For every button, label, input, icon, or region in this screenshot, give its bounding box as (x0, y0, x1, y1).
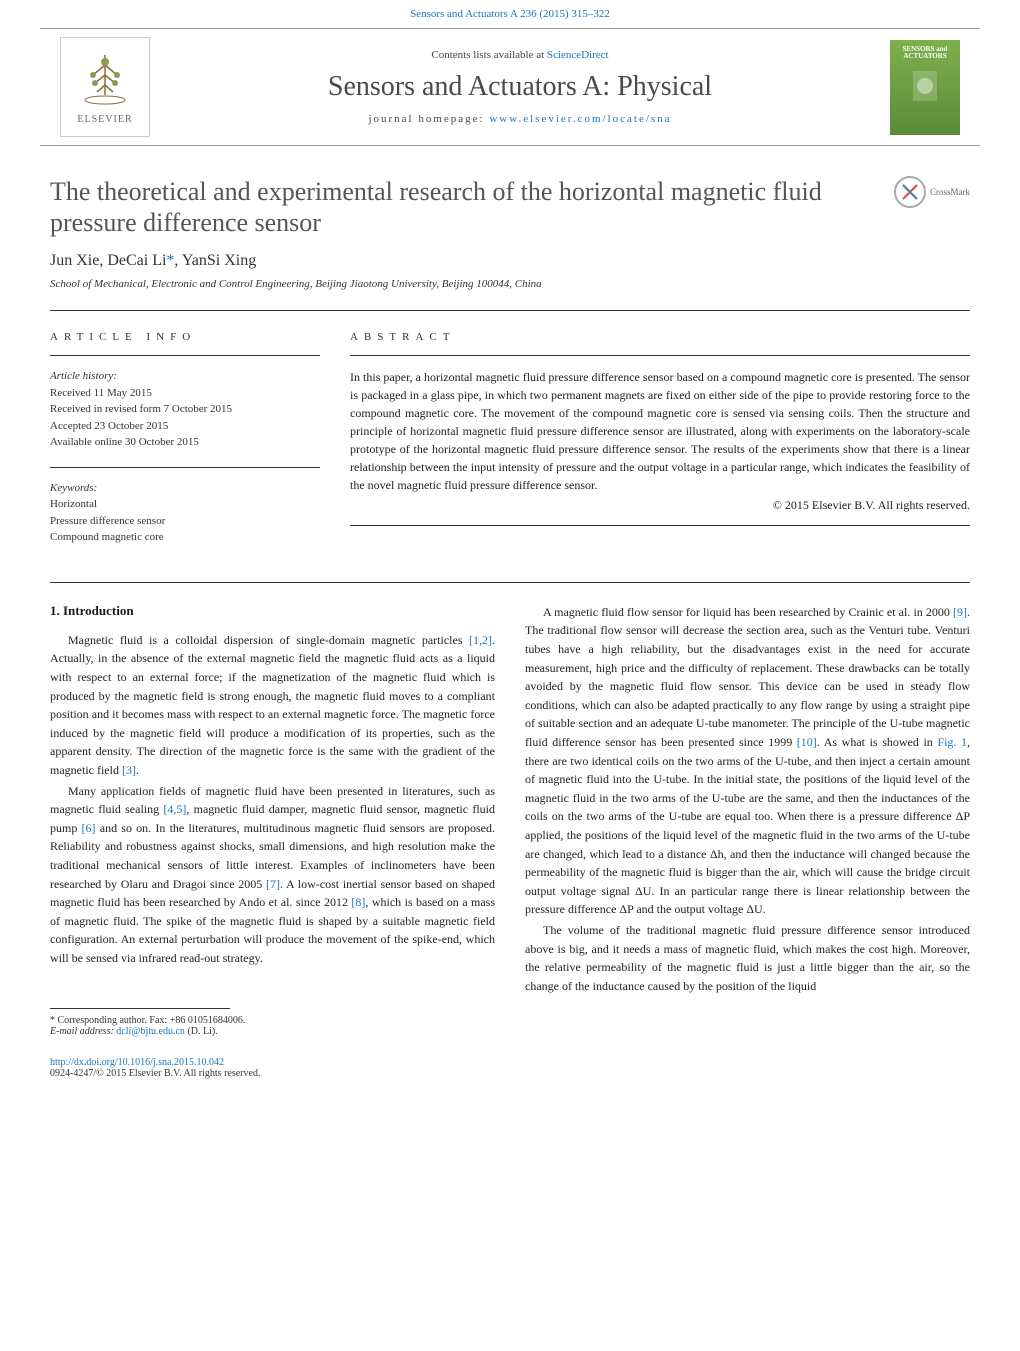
body-divider (50, 582, 970, 583)
affiliation: School of Mechanical, Electronic and Con… (50, 278, 970, 290)
elsevier-tree-icon (75, 50, 135, 110)
crossmark-badge[interactable]: CrossMark (894, 176, 970, 208)
keywords-block: Keywords: Horizontal Pressure difference… (50, 480, 320, 546)
elsevier-logo: ELSEVIER (60, 37, 150, 137)
email-link[interactable]: dcli@bjtu.edu.cn (116, 1026, 185, 1037)
crossmark-icon (894, 176, 926, 208)
abstract-divider-top (350, 355, 970, 356)
citation-link[interactable]: Sensors and Actuators A 236 (2015) 315–3… (410, 8, 610, 20)
email-line: E-mail address: dcli@bjtu.edu.cn (D. Li)… (50, 1026, 495, 1037)
info-divider-mid (50, 467, 320, 468)
journal-homepage: journal homepage: www.elsevier.com/locat… (150, 113, 890, 125)
info-divider-top (50, 355, 320, 356)
page-footer: http://dx.doi.org/10.1016/j.sna.2015.10.… (50, 1057, 970, 1079)
paragraph: Many application fields of magnetic flui… (50, 782, 495, 968)
history-item: Received in revised form 7 October 2015 (50, 401, 320, 418)
article-history: Article history: Received 11 May 2015 Re… (50, 368, 320, 451)
journal-cover-thumbnail: SENSORS and ACTUATORS (890, 40, 960, 135)
column-right: A magnetic fluid flow sensor for liquid … (525, 603, 970, 1037)
history-label: Article history: (50, 368, 320, 385)
footer-block: * Corresponding author. Fax: +86 0105168… (50, 1008, 495, 1037)
footer-divider (50, 1008, 230, 1009)
author-list: Jun Xie, DeCai Li*, YanSi Xing (50, 252, 970, 270)
body-text-right: A magnetic fluid flow sensor for liquid … (525, 603, 970, 995)
body-columns: 1. Introduction Magnetic fluid is a coll… (50, 603, 970, 1037)
abstract-text: In this paper, a horizontal magnetic flu… (350, 368, 970, 494)
history-item: Received 11 May 2015 (50, 385, 320, 402)
cover-art-icon (905, 61, 945, 111)
paragraph: The volume of the traditional magnetic f… (525, 921, 970, 995)
article-info-label: ARTICLE INFO (50, 331, 320, 343)
paragraph: A magnetic fluid flow sensor for liquid … (525, 603, 970, 919)
citation-header: Sensors and Actuators A 236 (2015) 315–3… (0, 0, 1020, 28)
history-item: Accepted 23 October 2015 (50, 418, 320, 435)
history-item: Available online 30 October 2015 (50, 434, 320, 451)
header-divider (50, 310, 970, 311)
elsevier-logo-text: ELSEVIER (77, 114, 132, 125)
journal-banner: ELSEVIER Contents lists available at Sci… (40, 28, 980, 146)
journal-cover-title: SENSORS and ACTUATORS (896, 46, 954, 61)
sciencedirect-link[interactable]: ScienceDirect (547, 49, 609, 61)
body-text-left: Magnetic fluid is a colloidal dispersion… (50, 631, 495, 968)
column-left: 1. Introduction Magnetic fluid is a coll… (50, 603, 495, 1037)
keyword: Horizontal (50, 496, 320, 513)
abstract-copyright: © 2015 Elsevier B.V. All rights reserved… (350, 498, 970, 513)
keyword: Pressure difference sensor (50, 513, 320, 530)
crossmark-label: CrossMark (930, 187, 970, 197)
article-info-panel: ARTICLE INFO Article history: Received 1… (50, 331, 320, 562)
contents-line: Contents lists available at ScienceDirec… (150, 49, 890, 61)
abstract-panel: ABSTRACT In this paper, a horizontal mag… (350, 331, 970, 562)
section-1-heading: 1. Introduction (50, 603, 495, 619)
journal-name: Sensors and Actuators A: Physical (150, 71, 890, 103)
paragraph: Magnetic fluid is a colloidal dispersion… (50, 631, 495, 780)
article-title: The theoretical and experimental researc… (50, 176, 970, 238)
abstract-label: ABSTRACT (350, 331, 970, 343)
journal-homepage-link[interactable]: www.elsevier.com/locate/sna (489, 113, 671, 125)
issn-line: 0924-4247/© 2015 Elsevier B.V. All right… (50, 1068, 970, 1079)
corresponding-author-note: * Corresponding author. Fax: +86 0105168… (50, 1015, 495, 1026)
abstract-divider-bottom (350, 525, 970, 526)
keyword: Compound magnetic core (50, 529, 320, 546)
keywords-label: Keywords: (50, 480, 320, 497)
doi-link[interactable]: http://dx.doi.org/10.1016/j.sna.2015.10.… (50, 1057, 224, 1068)
